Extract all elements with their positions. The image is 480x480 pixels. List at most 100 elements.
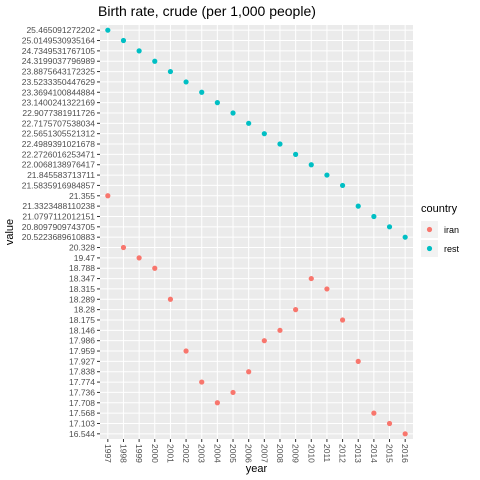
legend-title: country: [421, 203, 458, 215]
y-tick-label: 22.7175707538034: [22, 118, 96, 128]
y-tick-label: 17.103: [69, 418, 95, 428]
y-tick-label: 23.5233350447629: [22, 77, 96, 87]
x-tick-label: 2002: [181, 444, 191, 463]
point-iran: [136, 255, 142, 261]
y-tick-label: 23.3694100844884: [22, 87, 96, 97]
y-tick-label: 18.28: [74, 305, 96, 315]
point-iran: [308, 275, 314, 282]
y-tick-label: 22.0068138976417: [22, 160, 96, 170]
y-tick-label: 22.2726016253471: [22, 149, 96, 159]
y-tick-label: 21.0797112012151: [22, 211, 95, 221]
y-tick-label: 17.568: [69, 408, 95, 418]
legend: country iran rest: [421, 203, 460, 257]
point-iran: [214, 400, 220, 406]
point-rest: [308, 162, 314, 168]
x-tick-label: 2005: [228, 444, 238, 463]
point-iran: [402, 431, 408, 437]
point-iran: [246, 369, 252, 375]
point-rest: [339, 182, 346, 189]
y-tick-label: 20.8097909743705: [22, 222, 96, 232]
y-tick-label: 22.5651305521312: [22, 129, 96, 139]
x-tick-label: 1999: [134, 444, 144, 463]
point-rest: [246, 120, 252, 126]
y-tick-label: 25.0149530935164: [22, 36, 96, 46]
x-tick-label: 2000: [150, 444, 160, 463]
y-tick-label: 17.708: [69, 398, 95, 408]
y-tick-label: 17.774: [69, 377, 95, 387]
point-rest: [167, 68, 174, 75]
y-tick-label: 22.4989391021678: [22, 139, 96, 149]
point-iran: [120, 244, 127, 251]
y-tick-label: 17.986: [69, 336, 95, 346]
point-iran: [277, 327, 283, 333]
legend-label-rest: rest: [444, 244, 460, 254]
point-rest: [120, 37, 127, 44]
point-rest: [293, 151, 299, 157]
y-tick-label: 21.355: [69, 191, 95, 201]
point-rest: [105, 27, 111, 33]
point-iran: [167, 296, 174, 302]
x-tick-label: 2004: [212, 444, 222, 463]
y-tick-label: 18.315: [69, 284, 95, 294]
y-tick-label: 17.959: [69, 346, 95, 356]
x-tick-label: 2009: [291, 444, 301, 463]
point-iran: [371, 410, 377, 416]
x-tick-label: 2003: [197, 444, 207, 463]
y-tick-label: 23.1400241322169: [22, 98, 96, 108]
point-rest: [277, 141, 283, 147]
x-tick-label: 1997: [103, 444, 113, 463]
x-tick-label: 2001: [165, 444, 175, 463]
point-rest: [230, 110, 236, 116]
point-rest: [214, 100, 220, 106]
chart-title: Birth rate, crude (per 1,000 people): [98, 3, 316, 19]
x-tick-label: 2015: [385, 444, 395, 463]
point-rest: [402, 234, 408, 240]
point-iran: [183, 348, 189, 354]
x-tick-label: 2014: [369, 444, 379, 463]
y-tick-label: 17.736: [69, 387, 95, 397]
point-rest: [386, 224, 393, 230]
point-iran: [199, 379, 205, 385]
data-points: [105, 27, 408, 437]
y-tick-label: 25.465091272202: [26, 25, 95, 35]
point-rest: [152, 58, 158, 64]
point-rest: [371, 213, 377, 220]
point-iran: [230, 389, 236, 396]
y-tick-label: 20.5223689610883: [22, 232, 96, 242]
y-tick-label: 21.5835916984857: [22, 180, 96, 190]
point-rest: [261, 131, 267, 137]
legend-key-iran: [426, 226, 433, 233]
y-tick-label: 18.175: [69, 315, 95, 325]
y-tick-label: 18.347: [69, 274, 95, 284]
x-axis-label: year: [246, 463, 268, 475]
point-iran: [105, 193, 111, 199]
y-tick-label: 22.9077381911726: [22, 108, 95, 118]
x-tick-label: 2010: [306, 444, 316, 463]
point-rest: [355, 203, 361, 209]
y-tick-label: 19.47: [74, 253, 96, 263]
legend-label-iran: iran: [444, 225, 459, 235]
legend-key-rest: [426, 245, 433, 252]
point-iran: [152, 265, 158, 271]
y-tick-label: 18.788: [69, 263, 95, 273]
y-tick-label: 17.838: [69, 367, 95, 377]
x-tick-label: 1998: [118, 444, 128, 463]
y-tick-label: 18.146: [69, 325, 95, 335]
grid: [100, 25, 413, 439]
x-tick-label: 2013: [353, 444, 363, 463]
y-tick-label: 21.3323488110238: [22, 201, 95, 211]
point-iran: [261, 338, 267, 344]
y-tick-label: 23.8875643172325: [22, 67, 96, 77]
point-rest: [183, 79, 189, 85]
x-tick-label: 2016: [400, 444, 410, 463]
y-tick-label: 20.328: [69, 243, 95, 253]
point-iran: [293, 307, 299, 313]
point-rest: [199, 89, 205, 95]
point-iran: [339, 317, 346, 323]
y-tick-label: 18.289: [69, 294, 95, 304]
x-tick-label: 2011: [322, 444, 332, 463]
x-tick-label: 2006: [244, 444, 254, 463]
y-tick-label: 21.845583713711: [27, 170, 95, 180]
point-rest: [136, 48, 142, 54]
